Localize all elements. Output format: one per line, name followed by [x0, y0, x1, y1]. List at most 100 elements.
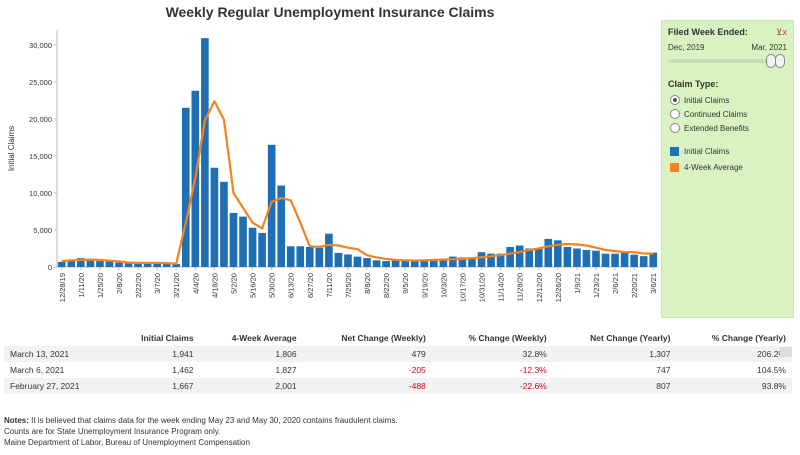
x-tick-label: 7/11/20 — [325, 273, 334, 297]
bar — [124, 262, 133, 267]
y-tick-label: 20,000 — [29, 115, 52, 124]
bar — [477, 252, 486, 267]
x-tick-label: 10/31/20 — [478, 273, 487, 302]
bar — [601, 253, 610, 267]
table-cell: 1,827 — [275, 365, 297, 375]
table-row: February 27, 2021 1,667 2,001 -488 -22.6… — [4, 378, 792, 394]
radio-initial-claims[interactable]: Initial Claims — [670, 95, 729, 105]
x-tick-label: 3/7/20 — [153, 273, 162, 294]
y-tick-label: 0 — [48, 263, 52, 272]
col-header: 4-Week Average — [231, 333, 297, 343]
notes-line-1: Notes: It is believed that claims data f… — [4, 415, 398, 426]
bar — [134, 262, 142, 267]
x-tick-label: 11/28/20 — [516, 273, 525, 302]
bar — [353, 256, 362, 267]
filed-week-label: Filed Week Ended: — [668, 27, 748, 37]
bar — [582, 249, 591, 267]
bar — [344, 254, 352, 267]
bar — [620, 252, 629, 267]
bar — [439, 259, 448, 267]
bar — [181, 107, 190, 267]
x-tick-label: 7/25/20 — [344, 273, 353, 298]
y-tick-label: 15,000 — [29, 152, 52, 161]
bar — [649, 252, 658, 267]
bar — [391, 260, 400, 267]
slider-handle-end[interactable] — [775, 54, 785, 68]
bar — [239, 216, 247, 267]
bar — [639, 256, 648, 267]
bar — [325, 233, 333, 267]
y-tick-label: 25,000 — [29, 78, 52, 87]
y-tick-label: 30,000 — [29, 41, 52, 50]
clear-filter-icon[interactable]: ⊻x — [775, 27, 787, 37]
radio-continued-claims[interactable]: Continued Claims — [670, 109, 747, 119]
bar — [496, 253, 505, 267]
bar — [630, 254, 638, 267]
x-tick-label: 2/8/20 — [115, 273, 124, 294]
radio-button[interactable] — [670, 95, 680, 105]
bar — [506, 247, 514, 267]
table-cell: 93.8% — [676, 378, 792, 394]
bar — [229, 212, 238, 267]
bar — [143, 262, 152, 267]
table-cell: 32.8% — [431, 346, 553, 362]
bar — [220, 181, 228, 267]
table-row: March 6, 2021 1,462 1,827 -205 -12.3% 74… — [4, 362, 792, 378]
date-slider-track[interactable] — [668, 59, 781, 63]
table-cell: -488 — [302, 378, 432, 394]
date-end: Mar, 2021 — [751, 43, 787, 52]
chart-title: Weekly Regular Unemployment Insurance Cl… — [165, 4, 495, 20]
x-tick-label: 10/3/20 — [439, 273, 448, 298]
x-tick-label: 3/6/21 — [649, 273, 658, 294]
x-tick-label: 8/22/20 — [382, 273, 391, 298]
table-cell: 2,001 — [199, 378, 303, 394]
x-tick-label: 4/18/20 — [210, 273, 219, 298]
bar — [258, 232, 266, 267]
x-tick-label: 2/6/21 — [611, 273, 620, 294]
col-header: Net Change (Weekly) — [341, 333, 426, 343]
table-cell: 479 — [302, 346, 432, 362]
bar — [563, 247, 572, 267]
bar — [515, 245, 524, 267]
x-tick-label: 9/19/20 — [420, 273, 429, 298]
radio-label: Continued Claims — [684, 109, 748, 119]
table-scrollbar[interactable] — [780, 347, 792, 357]
table-cell: -205 — [408, 365, 426, 375]
radio-extended-benefits[interactable]: Extended Benefits — [670, 123, 749, 133]
x-tick-label: 10/17/20 — [458, 273, 467, 302]
bar — [57, 261, 66, 267]
bar — [382, 261, 390, 267]
notes: Notes: It is believed that claims data f… — [4, 415, 398, 448]
bar — [315, 247, 324, 267]
y-axis-label: Initial Claims — [7, 126, 16, 171]
bar — [277, 185, 285, 267]
x-tick-label: 12/28/19 — [58, 273, 67, 302]
bar — [86, 258, 95, 267]
table-cell: -12.3% — [519, 365, 547, 375]
bar — [458, 257, 467, 267]
table-cell: 1,806 — [199, 346, 303, 362]
col-header — [4, 330, 113, 346]
legend-swatch — [670, 163, 679, 172]
col-header: Initial Claims — [141, 333, 194, 343]
x-tick-label: 6/13/20 — [287, 273, 296, 298]
radio-button[interactable] — [670, 123, 680, 133]
table-cell: 807 — [552, 378, 677, 394]
date-start: Dec, 2019 — [668, 43, 705, 52]
radio-button[interactable] — [670, 109, 680, 119]
bar — [372, 260, 381, 267]
x-tick-label: 12/26/20 — [554, 273, 563, 302]
bar — [77, 258, 85, 267]
col-header: % Change (Yearly) — [711, 333, 786, 343]
bar — [286, 246, 295, 267]
table-cell: 1,941 — [113, 346, 200, 362]
notes-label: Notes: — [4, 416, 29, 425]
notes-line-3: Maine Department of Labor, Bureau of Une… — [4, 438, 250, 447]
bar — [468, 257, 476, 267]
bar — [573, 248, 581, 267]
bar — [487, 253, 495, 267]
bar — [105, 261, 114, 267]
bar — [267, 144, 276, 267]
radio-label: Extended Benefits — [684, 123, 749, 133]
x-tick-label: 5/30/20 — [268, 273, 277, 298]
